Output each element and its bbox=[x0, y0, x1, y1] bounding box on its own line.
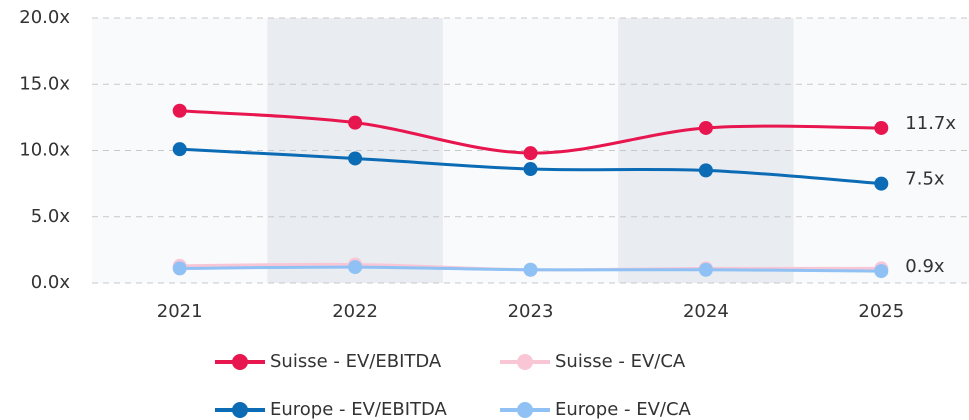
point bbox=[874, 264, 889, 279]
y-tick-label: 15.0x bbox=[19, 73, 70, 94]
legend-label: Suisse - EV/CA bbox=[555, 351, 686, 372]
point bbox=[348, 151, 363, 166]
y-tick-label: 10.0x bbox=[19, 140, 70, 161]
point bbox=[698, 262, 713, 277]
point bbox=[172, 103, 187, 118]
point bbox=[348, 260, 363, 275]
point bbox=[348, 115, 363, 130]
point bbox=[874, 120, 889, 135]
point bbox=[698, 120, 713, 135]
value-label: 7.5x bbox=[905, 169, 945, 190]
value-label: 0.9x bbox=[905, 256, 945, 277]
point bbox=[523, 146, 538, 161]
legend-marker bbox=[232, 354, 248, 370]
point bbox=[172, 142, 187, 157]
legend-marker bbox=[517, 354, 533, 370]
x-tick-label: 2022 bbox=[332, 301, 378, 322]
point bbox=[874, 176, 889, 191]
legend-marker bbox=[517, 402, 533, 418]
legend-label: Europe - EV/CA bbox=[555, 399, 692, 420]
point bbox=[523, 162, 538, 177]
x-tick-label: 2023 bbox=[508, 301, 554, 322]
legend-label: Europe - EV/EBITDA bbox=[270, 399, 448, 420]
point bbox=[172, 261, 187, 276]
legend-marker bbox=[232, 402, 248, 418]
value-label: 11.7x bbox=[905, 113, 956, 134]
y-tick-label: 20.0x bbox=[19, 7, 70, 28]
y-tick-label: 5.0x bbox=[31, 206, 71, 227]
x-tick-label: 2024 bbox=[683, 301, 729, 322]
x-tick-label: 2025 bbox=[858, 301, 904, 322]
x-tick-label: 2021 bbox=[157, 301, 203, 322]
legend-label: Suisse - EV/EBITDA bbox=[270, 351, 442, 372]
point bbox=[698, 163, 713, 178]
point bbox=[523, 262, 538, 277]
y-tick-label: 0.0x bbox=[31, 272, 71, 293]
